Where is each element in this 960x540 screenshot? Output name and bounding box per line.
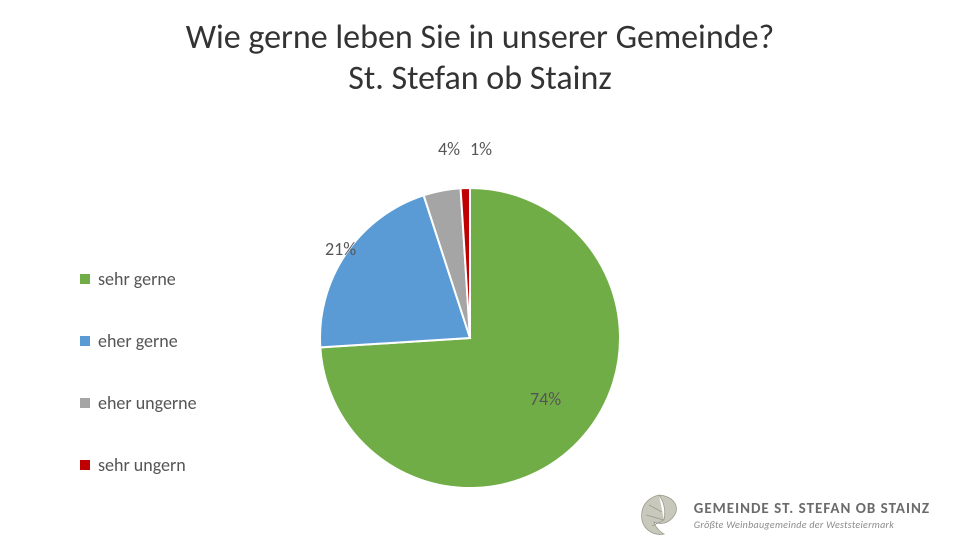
logo-main: GEMEINDE ST. STEFAN OB STAINZ — [694, 500, 930, 518]
legend-label: sehr ungern — [98, 454, 186, 476]
data-label: 1% — [470, 138, 492, 160]
data-label: 4% — [438, 138, 460, 160]
data-label: 21% — [325, 238, 356, 260]
legend-swatch — [80, 398, 90, 408]
pie-chart: 74%21%4%1% — [290, 158, 650, 518]
chart-title: Wie gerne leben Sie in unserer Gemeinde?… — [0, 18, 960, 100]
legend-swatch — [80, 460, 90, 470]
legend-item: sehr gerne — [80, 268, 197, 290]
legend-swatch — [80, 274, 90, 284]
logo-sub: Größte Weinbaugemeinde der Weststeiermar… — [694, 518, 930, 531]
legend-label: sehr gerne — [98, 268, 176, 290]
legend-label: eher gerne — [98, 330, 178, 352]
pie-svg — [290, 158, 650, 518]
title-line-2: St. Stefan ob Stainz — [348, 58, 612, 99]
legend-item: sehr ungern — [80, 454, 197, 476]
legend-label: eher ungerne — [98, 392, 197, 414]
legend: sehr gerne eher gerne eher ungerne sehr ung… — [80, 268, 197, 516]
legend-item: eher gerne — [80, 330, 197, 352]
legend-swatch — [80, 336, 90, 346]
title-line-1: Wie gerne leben Sie in unserer Gemeinde? — [186, 17, 775, 58]
leaf-icon — [634, 490, 684, 540]
footer-logo: GEMEINDE ST. STEFAN OB STAINZ Größte Wei… — [634, 490, 930, 540]
data-label: 74% — [530, 388, 561, 410]
legend-item: eher ungerne — [80, 392, 197, 414]
logo-text: GEMEINDE ST. STEFAN OB STAINZ Größte Wei… — [694, 500, 930, 531]
